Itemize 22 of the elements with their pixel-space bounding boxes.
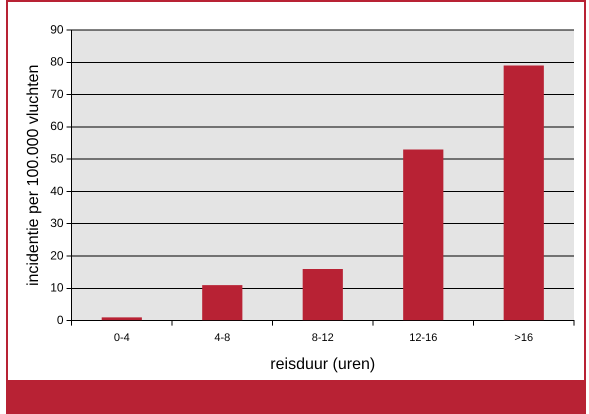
y-tick-label: 80 xyxy=(50,54,64,69)
bar xyxy=(102,317,142,320)
y-tick-label: 30 xyxy=(50,216,64,230)
y-tick-label: 10 xyxy=(50,280,64,295)
x-tick-label: 4-8 xyxy=(214,332,230,344)
x-tick-label: 0-4 xyxy=(114,332,130,344)
x-axis-title: reisduur (uren) xyxy=(270,356,376,373)
y-tick-label: 20 xyxy=(50,248,64,262)
y-tick-label: 70 xyxy=(50,86,64,101)
y-tick-label: 90 xyxy=(50,22,64,36)
bar xyxy=(403,149,444,320)
bar xyxy=(504,66,544,320)
bar xyxy=(302,268,343,320)
y-axis-title: incidentie per 100.000 vluchten xyxy=(25,64,42,286)
y-tick-label: 50 xyxy=(50,151,64,166)
x-tick-label: >16 xyxy=(514,332,534,344)
y-tick-label: 60 xyxy=(50,119,64,134)
y-tick-label: 40 xyxy=(50,184,64,198)
x-tick-label: 12-16 xyxy=(409,332,438,344)
bar xyxy=(202,285,242,320)
x-tick-label: 8-12 xyxy=(312,332,334,344)
y-tick-label: 0 xyxy=(56,312,64,327)
